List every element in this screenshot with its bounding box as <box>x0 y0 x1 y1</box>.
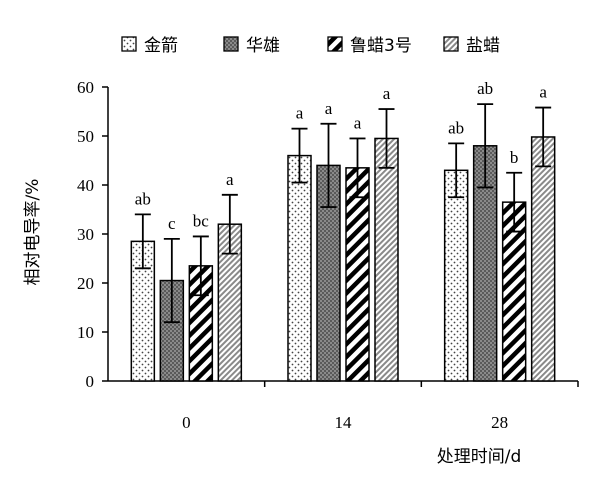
x-tick-label: 14 <box>335 413 353 432</box>
legend-swatch <box>223 36 239 52</box>
y-tick-label: 10 <box>77 323 94 342</box>
bar <box>287 154 312 382</box>
x-tick-label: 0 <box>182 413 191 432</box>
significance-label: a <box>325 99 333 118</box>
legend-swatch <box>443 36 459 52</box>
y-tick-label: 40 <box>77 176 94 195</box>
significance-label: a <box>383 84 391 103</box>
legend-swatch <box>121 36 137 52</box>
y-axis-title: 相对电导率/% <box>23 179 43 286</box>
significance-label: bc <box>193 211 210 230</box>
y-tick-label: 20 <box>77 274 94 293</box>
significance-label: b <box>510 148 519 167</box>
legend-label: 盐蜡 <box>466 36 500 56</box>
bar <box>530 136 556 382</box>
y-tick-label: 30 <box>77 225 94 244</box>
bar <box>443 169 469 382</box>
legend-label: 鲁蜡3号 <box>350 36 412 56</box>
legend-swatch <box>327 36 343 52</box>
y-tick-label: 60 <box>77 78 94 97</box>
significance-label: a <box>296 104 304 123</box>
significance-label: a <box>226 170 234 189</box>
legend: 金箭 华雄 鲁蜡3号 盐蜡 <box>121 36 500 56</box>
significance-label: a <box>539 83 547 102</box>
significance-label: ab <box>477 79 493 98</box>
significance-label: c <box>168 214 176 233</box>
y-tick-label: 0 <box>86 372 95 391</box>
y-tick-label: 50 <box>77 127 94 146</box>
x-ticks: 0 14 28 <box>182 381 579 432</box>
legend-label: 金箭 <box>144 36 178 56</box>
y-ticks: 0 10 20 30 40 50 60 <box>77 78 108 391</box>
significance-label: ab <box>448 118 464 137</box>
legend-label: 华雄 <box>246 36 280 56</box>
significance-label: ab <box>135 189 151 208</box>
x-axis-title: 处理时间/d <box>437 447 522 467</box>
significance-label: a <box>354 113 362 132</box>
bar <box>374 137 399 382</box>
bar <box>345 167 370 382</box>
x-tick-label: 28 <box>491 413 508 432</box>
